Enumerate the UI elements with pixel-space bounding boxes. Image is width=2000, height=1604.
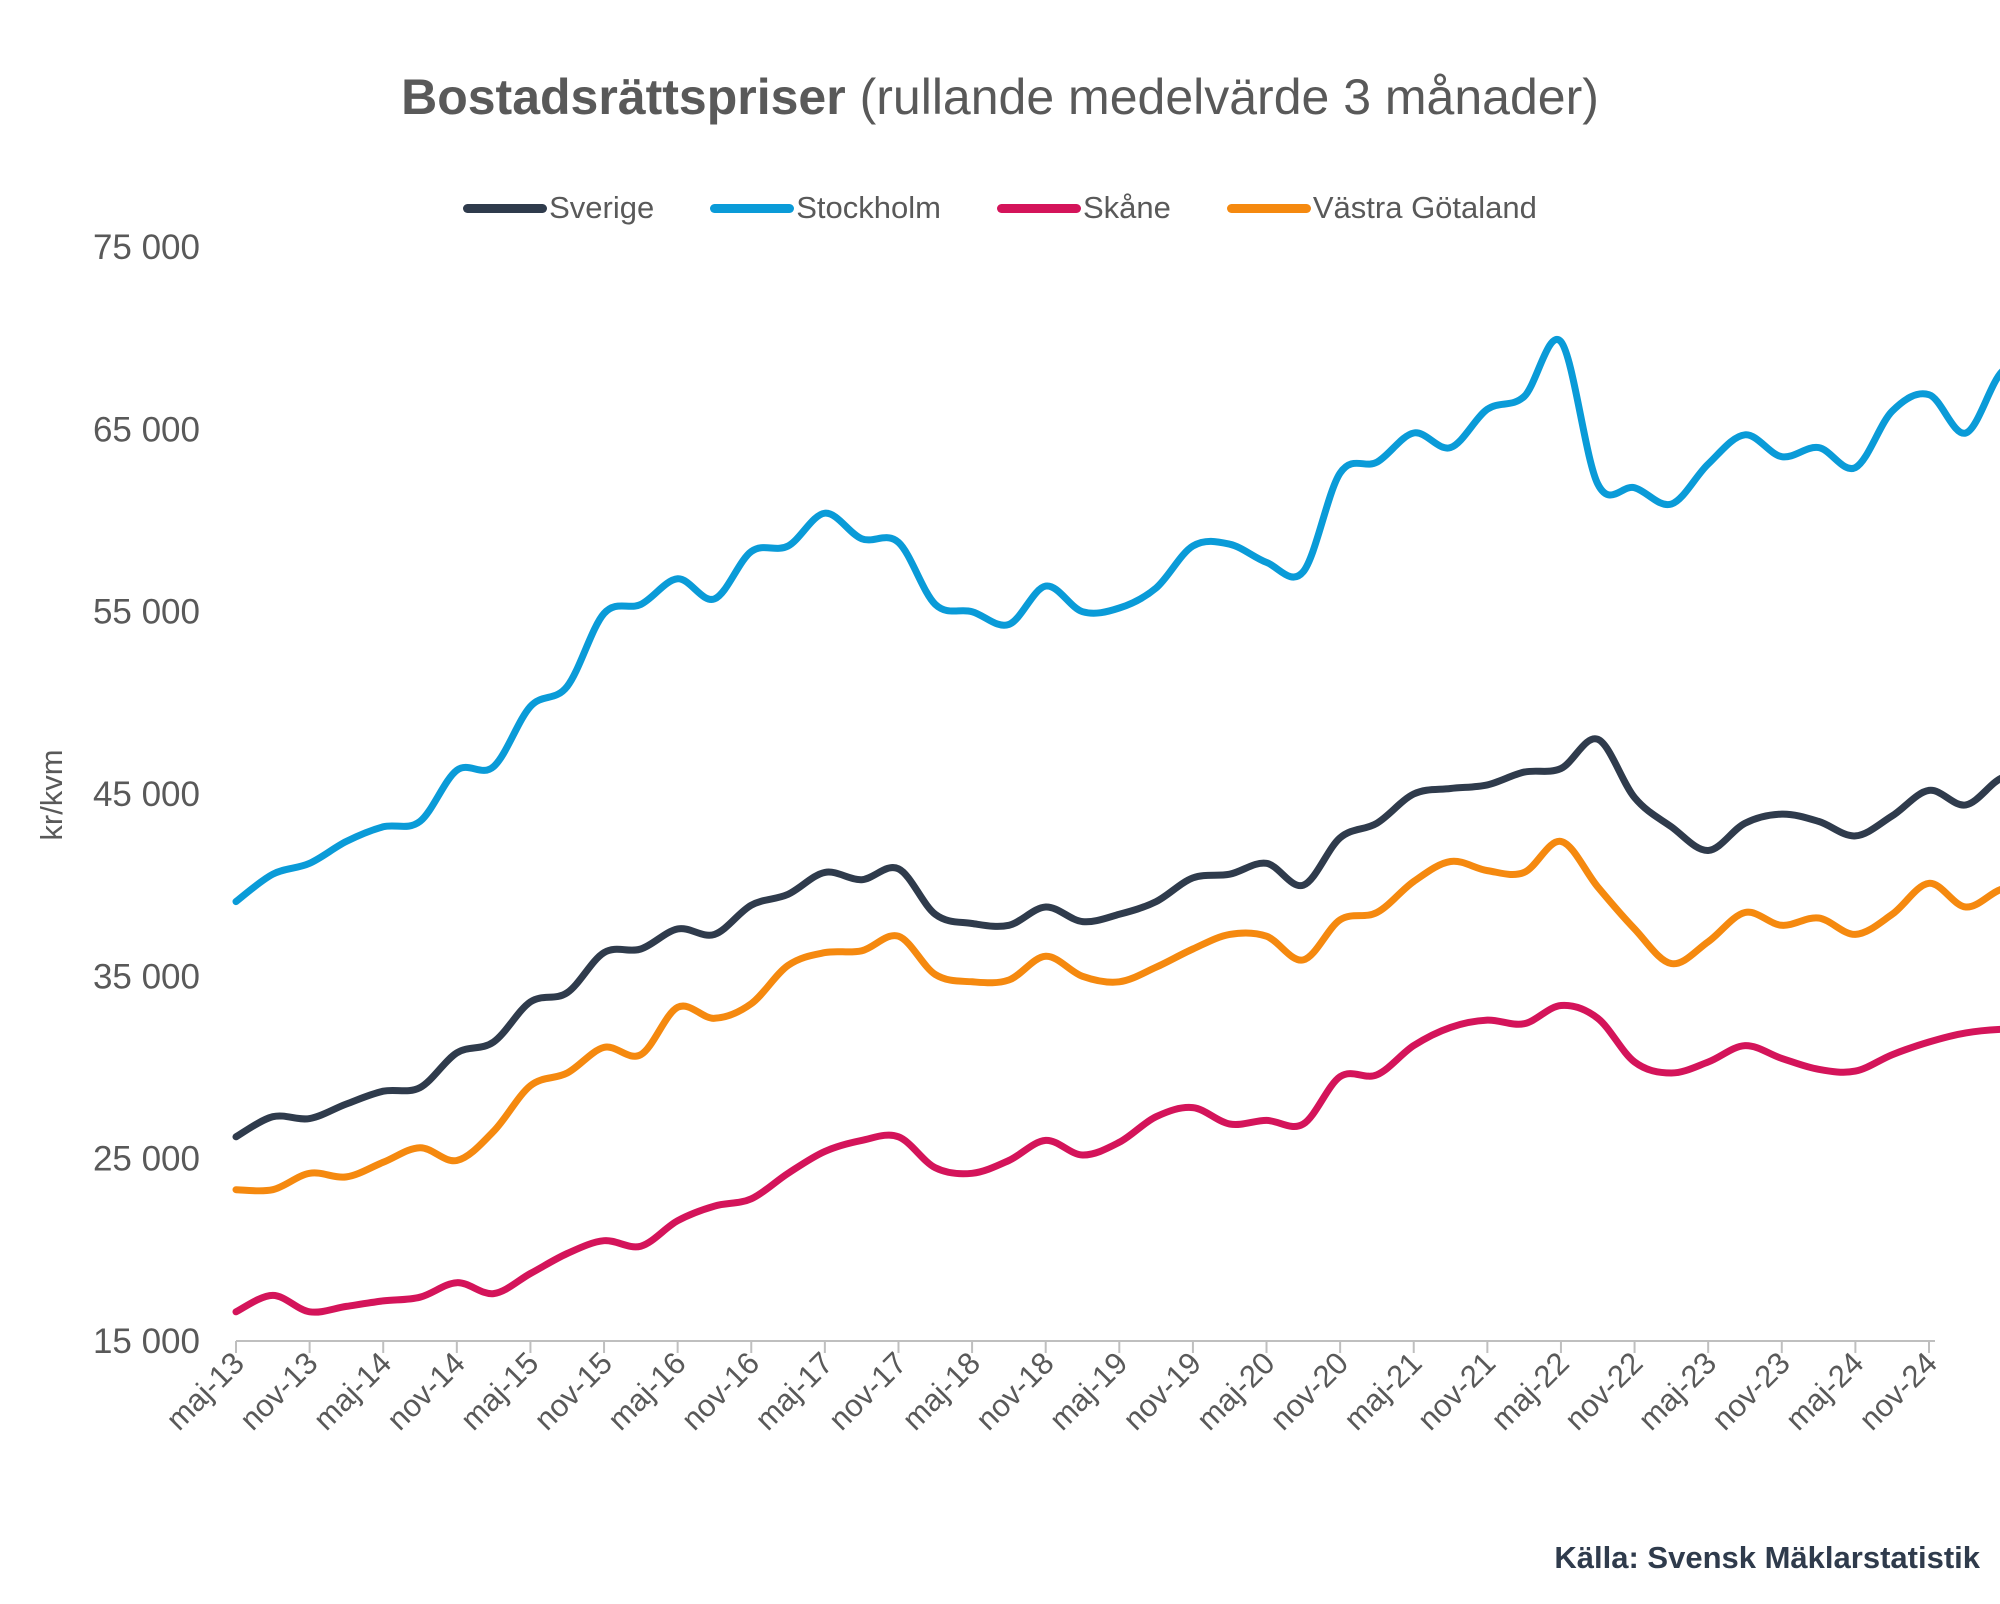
series-line-sverige <box>232 735 2000 1141</box>
legend-swatch <box>996 203 1081 213</box>
x-tick-label: nov-21 <box>1411 1345 1503 1437</box>
x-tick-label: maj-20 <box>1190 1345 1282 1437</box>
legend-item: Västra Götaland <box>1226 190 1537 226</box>
x-tick-label: nov-14 <box>380 1345 472 1437</box>
y-tick-label: 75 000 <box>93 228 200 267</box>
legend: Sverige Stockholm Skåne Västra Götaland <box>0 190 2000 226</box>
y-tick-label: 65 000 <box>93 410 200 449</box>
x-tick-label: nov-13 <box>233 1345 325 1437</box>
source-note: Källa: Svensk Mäklarstatistik <box>1554 1540 1980 1575</box>
y-axis-label: kr/kvm <box>34 749 69 840</box>
y-tick-label: 55 000 <box>93 593 200 632</box>
chart-title-rest: (rullande medelvärde 3 månader) <box>859 69 1599 125</box>
series-line-stockholm <box>232 335 2000 906</box>
series-line-sk-ne <box>232 1001 2000 1316</box>
x-tick-label: maj-23 <box>1631 1345 1723 1437</box>
x-tick-label: maj-14 <box>306 1345 398 1437</box>
x-tick-label: nov-16 <box>674 1345 766 1437</box>
x-tick-label: maj-16 <box>601 1345 693 1437</box>
legend-swatch <box>463 203 548 213</box>
chart-title-bold: Bostadsrättspriser <box>401 69 846 125</box>
x-tick-label: nov-18 <box>969 1345 1061 1437</box>
x-tick-label: nov-15 <box>527 1345 619 1437</box>
chart-title: Bostadsrättspriser (rullande medelvärde … <box>0 68 2000 126</box>
legend-label: Sverige <box>549 190 655 225</box>
x-tick-label: maj-15 <box>454 1345 546 1437</box>
x-tick-label: maj-18 <box>895 1345 987 1437</box>
x-tick-label: maj-21 <box>1337 1345 1429 1437</box>
legend-label: Stockholm <box>796 190 941 225</box>
x-tick-label: nov-22 <box>1558 1345 1650 1437</box>
x-tick-label: nov-20 <box>1263 1345 1355 1437</box>
legend-item: Skåne <box>996 190 1171 226</box>
legend-item: Sverige <box>463 190 654 226</box>
x-tick-label: maj-24 <box>1779 1345 1871 1437</box>
y-tick-label: 35 000 <box>93 957 200 996</box>
legend-label: Skåne <box>1082 190 1171 225</box>
legend-item: Stockholm <box>710 190 941 226</box>
x-tick-label: nov-19 <box>1116 1345 1208 1437</box>
x-tick-label: maj-17 <box>748 1345 840 1437</box>
x-tick-label: maj-22 <box>1484 1345 1576 1437</box>
x-tick-label: nov-23 <box>1705 1345 1797 1437</box>
y-tick-label: 45 000 <box>93 775 200 814</box>
y-tick-label: 15 000 <box>93 1322 200 1361</box>
x-tick-label: maj-19 <box>1042 1345 1134 1437</box>
series-line-v-stra-g-taland <box>232 837 2000 1195</box>
x-tick-label: nov-24 <box>1852 1345 1944 1437</box>
y-tick-label: 25 000 <box>93 1140 200 1179</box>
x-tick-label: nov-17 <box>822 1345 914 1437</box>
legend-label: Västra Götaland <box>1312 190 1537 225</box>
legend-swatch <box>710 203 795 213</box>
legend-swatch <box>1226 203 1311 213</box>
